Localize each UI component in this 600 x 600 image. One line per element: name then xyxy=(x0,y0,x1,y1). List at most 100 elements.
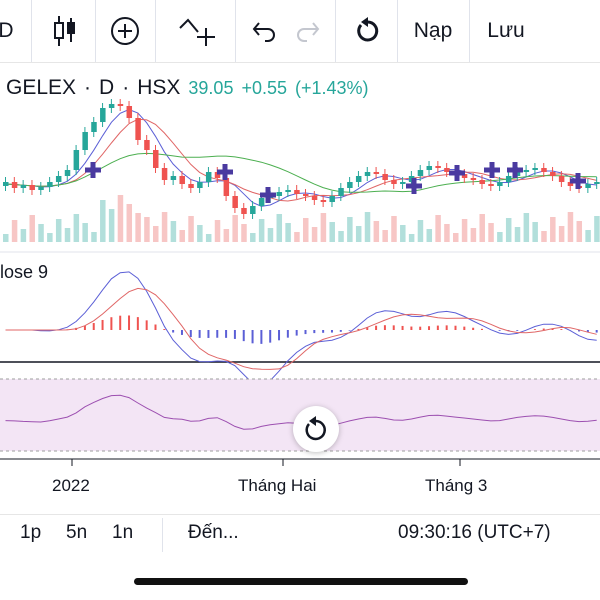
candle-body xyxy=(355,176,362,182)
candlestick-icon xyxy=(54,16,75,46)
candle-body xyxy=(153,150,159,168)
volume-bar xyxy=(417,220,424,242)
macd-legend[interactable]: lose 9 xyxy=(0,262,49,282)
volume-bar xyxy=(126,204,133,242)
save-button[interactable]: Lưu xyxy=(476,0,536,62)
volume-bar xyxy=(453,233,459,242)
candle-body xyxy=(64,170,71,176)
load-button[interactable]: Nạp xyxy=(404,0,462,62)
candle-body xyxy=(514,172,521,176)
volume-bar xyxy=(488,223,494,242)
candle-body xyxy=(400,182,406,184)
top-toolbar: D xyxy=(0,0,600,63)
volume-bar xyxy=(514,227,521,242)
volume-bar xyxy=(3,234,9,242)
home-indicator xyxy=(134,578,468,585)
candle-body xyxy=(197,182,203,188)
volume-bar xyxy=(250,233,256,242)
candle-body xyxy=(285,190,291,192)
volume-bar xyxy=(144,217,150,242)
volume-bar xyxy=(338,231,344,242)
candle-body xyxy=(329,196,335,202)
candle-body xyxy=(550,172,556,176)
axis-label-feb: Tháng Hai xyxy=(238,476,317,495)
toolbar-divider xyxy=(235,0,236,62)
candle-body xyxy=(47,182,53,187)
volume-bar xyxy=(205,234,212,242)
candle-body xyxy=(497,182,503,186)
save-label: Lưu xyxy=(487,19,525,42)
candle-body xyxy=(594,182,600,184)
volume-bar xyxy=(311,227,318,242)
candle-body xyxy=(135,118,141,140)
clock[interactable]: 09:30:16 (UTC+7) xyxy=(398,522,551,543)
candle-body xyxy=(29,185,35,190)
price-change: +0.55 xyxy=(241,78,287,98)
signal-marker xyxy=(406,178,422,194)
signal-marker xyxy=(217,164,233,180)
signal-marker xyxy=(507,162,523,178)
volume-bar xyxy=(523,213,530,242)
candle-body xyxy=(435,166,441,168)
ma-slow-line xyxy=(5,118,597,202)
volume-bar xyxy=(382,230,388,242)
reset-chart-button[interactable] xyxy=(293,406,339,452)
volume-bar xyxy=(355,226,362,242)
volume-bar xyxy=(364,212,371,242)
volume-bar xyxy=(117,195,124,242)
candle-body xyxy=(73,150,80,170)
range-1y-button[interactable]: 1n xyxy=(112,522,134,543)
goto-date-button[interactable]: Đến... xyxy=(188,522,239,543)
toolbar-divider xyxy=(469,0,470,62)
volume-bar xyxy=(82,223,88,242)
candle-body xyxy=(258,198,265,206)
candle-body xyxy=(541,168,547,172)
candle-body xyxy=(488,184,494,186)
chart-type-button[interactable] xyxy=(40,0,90,62)
candle-body xyxy=(3,182,9,186)
macd-line xyxy=(5,271,597,387)
volume-bar xyxy=(241,224,247,242)
add-indicator-button[interactable] xyxy=(100,0,150,62)
candle-body xyxy=(241,208,247,214)
candle-body xyxy=(82,132,88,150)
add-drawing-button[interactable] xyxy=(170,0,226,62)
range-1d-button[interactable]: 1p xyxy=(20,522,42,543)
interval-button[interactable]: D xyxy=(0,0,18,62)
candle-body xyxy=(294,190,300,194)
volume-bar xyxy=(550,217,556,242)
signal-marker xyxy=(85,162,101,178)
volume-bar xyxy=(73,214,80,242)
candle-body xyxy=(188,184,194,188)
symbol-legend[interactable]: GELEX · D · HSX 39.05 +0.55 (+1.43%) xyxy=(6,76,369,100)
candle-body xyxy=(108,104,115,108)
candle-body xyxy=(214,172,221,178)
candle-body xyxy=(532,168,538,170)
reload-button[interactable] xyxy=(348,0,388,62)
candle-body xyxy=(223,178,230,196)
volume-bar xyxy=(29,215,35,242)
volume-bar xyxy=(373,221,380,242)
range-5d-button[interactable]: 5n xyxy=(66,522,88,543)
undo-button[interactable] xyxy=(246,0,282,62)
candle-body xyxy=(126,106,133,118)
candle-body xyxy=(311,196,318,200)
load-label: Nạp xyxy=(413,19,453,42)
volume-bar xyxy=(20,229,27,242)
candle-body xyxy=(444,168,450,172)
candle-body xyxy=(250,206,256,214)
volume-bar xyxy=(55,219,62,242)
volume-bar xyxy=(594,216,600,242)
volume-bar xyxy=(576,221,583,242)
reset-icon xyxy=(305,416,326,441)
volume-bar xyxy=(329,222,335,242)
volume-bar xyxy=(347,217,353,242)
volume-bar xyxy=(100,200,106,242)
toolbar-divider xyxy=(155,0,156,62)
volume-bar xyxy=(444,224,450,242)
candle-body xyxy=(11,182,18,188)
redo-button[interactable] xyxy=(290,0,326,62)
candle-body xyxy=(338,188,344,196)
volume-bar xyxy=(153,226,159,242)
volume-bar xyxy=(461,219,468,242)
